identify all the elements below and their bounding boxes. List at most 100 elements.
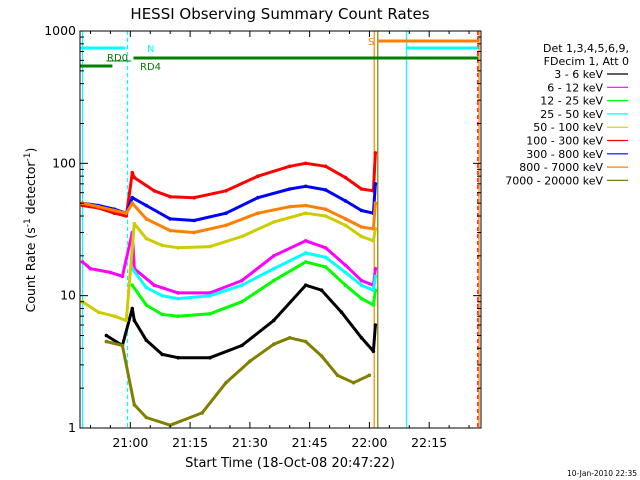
flag-label-rd4: RD4 (140, 62, 161, 73)
data-point-50-100-kev-15 (359, 234, 364, 239)
data-point-7000-20000-kev-13 (335, 373, 340, 378)
data-point-50-100-kev-5 (132, 221, 137, 226)
data-point-7000-20000-kev-8 (248, 359, 252, 364)
data-point-25-50-kev-8 (303, 251, 308, 255)
data-point-7000-20000-kev-6 (200, 411, 204, 415)
data-point-100-300-kev-18 (373, 151, 378, 155)
flag-label-rd0: RD0 (107, 53, 128, 64)
data-point-50-100-kev-4 (124, 318, 129, 323)
data-point-12-25-kev-8 (303, 260, 308, 264)
x-tick-label: 21:30 (232, 435, 268, 450)
data-point-800-7000-kev-5 (130, 201, 135, 205)
data-point-12-25-kev-2 (144, 303, 149, 307)
data-point-25-50-kev-13 (373, 274, 378, 279)
data-point-3-6-kev-5 (144, 338, 149, 343)
x-tick-label: 21:00 (112, 435, 148, 450)
data-point-800-7000-kev-11 (287, 204, 292, 209)
data-point-12-25-kev-10 (343, 283, 348, 288)
data-point-50-100-kev-11 (272, 220, 276, 224)
data-point-50-100-kev-3 (112, 314, 117, 319)
y-tick-label: 100 (52, 155, 76, 170)
data-point-7000-20000-kev-1 (104, 339, 109, 344)
data-point-6-12-kev-2 (88, 266, 93, 271)
data-point-7000-20000-kev-3 (132, 402, 137, 407)
series-line-7000-20000-kev (106, 336, 371, 427)
data-point-6-12-kev-7 (152, 283, 156, 288)
data-point-800-7000-kev-4 (124, 211, 129, 215)
data-point-3-6-kev-12 (319, 288, 324, 293)
data-point-100-300-kev-4 (124, 214, 129, 218)
series-line-100-300-kev (82, 152, 377, 218)
data-point-100-300-kev-3 (112, 211, 117, 215)
data-point-6-12-kev-11 (272, 254, 276, 258)
data-point-12-25-kev-12 (371, 303, 376, 307)
data-point-12-25-kev-6 (240, 299, 244, 304)
data-point-800-7000-kev-8 (192, 230, 196, 235)
data-point-6-12-kev-13 (323, 246, 328, 250)
data-point-300-800-kev-13 (323, 188, 328, 192)
data-point-300-800-kev-10 (255, 195, 260, 200)
y-tick-label: 1 (68, 420, 76, 435)
data-point-800-7000-kev-15 (359, 225, 364, 229)
data-point-300-800-kev-12 (303, 184, 308, 189)
data-point-3-6-kev-15 (371, 349, 376, 354)
data-point-3-6-kev-13 (339, 310, 344, 315)
data-point-12-25-kev-1 (130, 283, 135, 288)
data-point-25-50-kev-9 (323, 255, 328, 260)
data-point-3-6-kev-14 (359, 336, 364, 340)
data-point-7000-20000-kev-9 (272, 342, 276, 347)
data-point-3-6-kev-11 (303, 283, 308, 288)
data-point-3-6-kev-10 (272, 318, 276, 323)
data-point-50-100-kev-13 (323, 214, 328, 218)
legend-label-3-6-kev: 3 - 6 keV (554, 68, 603, 81)
data-point-300-800-kev-6 (144, 203, 149, 208)
data-point-6-12-kev-12 (303, 239, 308, 243)
data-point-12-25-kev-9 (323, 265, 328, 269)
data-point-6-12-kev-9 (208, 291, 212, 295)
data-point-7000-20000-kev-12 (319, 354, 324, 358)
y-axis-label: Count Rate (s-1 detector-1) (23, 148, 38, 313)
data-point-300-800-kev-8 (192, 218, 196, 223)
data-point-50-100-kev-6 (144, 236, 149, 241)
data-point-100-300-kev-5 (130, 170, 135, 175)
data-point-25-50-kev-10 (343, 270, 348, 275)
x-axis-label: Start Time (18-Oct-08 20:47:22) (185, 456, 395, 471)
legend-label-12-25-kev: 12 - 25 keV (540, 95, 603, 108)
data-point-25-50-kev-4 (176, 296, 180, 301)
data-point-3-6-kev-8 (208, 355, 212, 360)
data-point-50-100-kev-14 (343, 223, 348, 228)
data-point-100-300-kev-13 (303, 161, 308, 166)
data-point-6-12-kev-8 (176, 291, 180, 295)
data-point-7000-20000-kev-2 (120, 343, 125, 348)
data-point-12-25-kev-4 (176, 314, 180, 319)
legend-label-300-800-kev: 300 - 800 keV (526, 148, 603, 161)
data-point-6-12-kev-10 (240, 278, 244, 283)
legend-label-25-50-kev: 25 - 50 keV (540, 108, 603, 121)
data-point-300-800-kev-11 (287, 187, 292, 191)
footer-date: 10-Jan-2010 22:35 (567, 469, 637, 478)
data-point-25-50-kev-12 (371, 288, 376, 293)
data-point-800-7000-kev-14 (343, 217, 348, 221)
data-point-3-6-kev-4 (132, 318, 137, 323)
legend: Det 1,3,4,5,6,9, FDecim 1, Att 0 3 - 6 k… (505, 42, 629, 187)
data-point-800-7000-kev-7 (168, 228, 172, 233)
data-point-7000-20000-kev-7 (224, 380, 228, 385)
data-point-7000-20000-kev-11 (303, 339, 308, 344)
data-point-12-25-kev-3 (160, 312, 164, 317)
data-point-300-800-kev-17 (373, 182, 378, 186)
plot-content: N RD0 RD4 S (80, 31, 480, 428)
data-point-800-7000-kev-6 (144, 217, 149, 221)
data-point-25-50-kev-7 (272, 266, 276, 271)
data-point-800-7000-kev-17 (373, 201, 378, 205)
data-point-3-6-kev-9 (240, 343, 244, 348)
legend-label-100-300-kev: 100 - 300 keV (526, 135, 603, 148)
series-line-50-100-kev (81, 211, 377, 322)
data-point-7000-20000-kev-14 (351, 380, 356, 385)
data-point-12-25-kev-7 (272, 278, 276, 283)
legend-label-7000-20000-kev: 7000 - 20000 keV (505, 174, 603, 187)
data-point-50-100-kev-2 (96, 310, 101, 315)
data-point-800-7000-kev-16 (371, 227, 376, 231)
